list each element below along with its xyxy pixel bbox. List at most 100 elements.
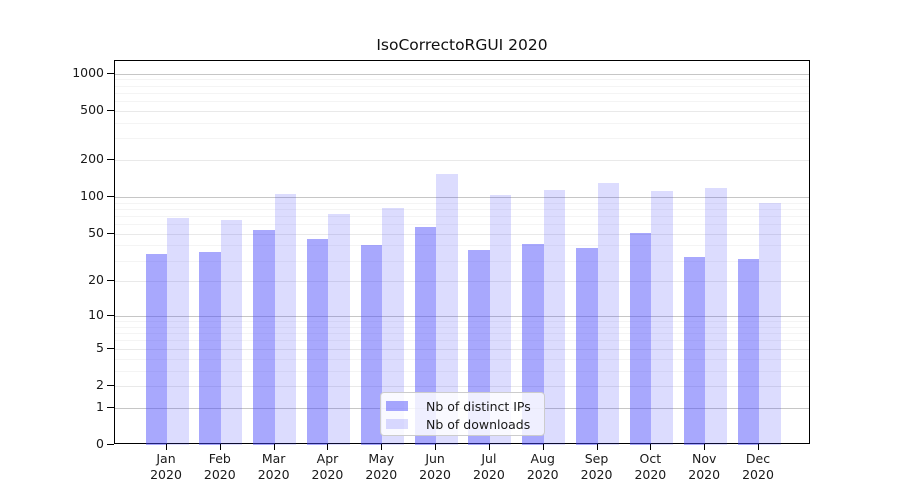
x-tick-nov [704,444,706,450]
x-tick-label-oct: Oct 2020 [634,451,667,482]
y-tick-label-10: 10 [88,307,104,323]
bar-sep-distinct-ips [576,248,598,445]
bar-aug-downloads [543,189,566,445]
y-tick-label-1000: 1000 [72,64,104,80]
bar-dec-distinct-ips [737,258,759,445]
gridline-90 [115,202,809,204]
bar-apr-downloads [328,213,350,445]
y-tick-label-50: 50 [88,224,104,240]
gridline-900 [115,79,809,81]
gridline-10 [115,316,809,318]
gridline-1000 [115,73,809,75]
bar-feb-downloads [220,219,243,445]
x-tick-jan [166,444,167,450]
gridline-600 [115,101,809,103]
legend-label-downloads: Nb of downloads [426,416,531,432]
x-tick-mar [273,444,275,450]
bar-oct-downloads [651,190,673,445]
bar-may-distinct-ips [360,245,383,445]
y-tick-100 [107,196,114,198]
bar-oct-distinct-ips [629,232,652,445]
bar-jan-distinct-ips [145,253,167,445]
x-tick-label-mar: Mar 2020 [257,451,290,482]
y-tick-0 [107,444,114,445]
gridline-3 [115,370,809,372]
x-tick-label-aug: Aug 2020 [526,451,559,482]
gridline-30 [115,260,809,262]
gridline-800 [115,85,809,87]
x-tick-label-feb: Feb 2020 [203,451,236,482]
gridline-60 [115,224,809,226]
y-tick-20 [107,280,114,282]
gridline-400 [115,122,809,124]
chart-title: IsoCorrectoRGUI 2020 [376,36,548,54]
y-tick-label-0: 0 [96,436,104,451]
x-tick-feb [219,444,221,450]
x-tick-label-jul: Jul 2020 [473,451,505,482]
bar-may-downloads [382,207,404,445]
bar-jun-distinct-ips [414,226,437,445]
y-tick-label-20: 20 [88,272,104,288]
y-tick-10 [107,315,114,317]
y-tick-label-5: 5 [96,339,104,355]
bar-apr-distinct-ips [306,239,329,445]
gridline-70 [115,215,809,217]
x-tick-oct [650,444,652,450]
bar-jul-downloads [489,194,512,445]
gridline-500 [115,111,809,112]
bar-jun-downloads [436,173,458,445]
gridline-80 [115,208,809,210]
bar-mar-downloads [274,193,297,445]
bar-dec-downloads [759,202,781,445]
x-tick-jul [488,444,490,450]
bar-feb-distinct-ips [199,252,221,445]
y-tick-label-500: 500 [80,102,104,117]
y-tick-2 [107,384,114,386]
x-tick-dec [758,444,759,450]
x-tick-label-jan: Jan 2020 [150,451,182,482]
gridline-300 [115,138,809,140]
y-tick-label-100: 100 [80,188,104,204]
legend-item-downloads: Nb of downloads [386,415,544,433]
x-tick-apr [327,444,329,450]
gridline-200 [115,160,809,162]
plot-area [114,60,810,445]
legend: Nb of distinct IPs Nb of downloads [380,392,545,436]
legend-item-distinct-ips: Nb of distinct IPs [386,397,544,415]
y-tick-200 [107,159,114,161]
x-tick-may [381,444,383,450]
x-tick-label-sep: Sep 2020 [580,451,613,482]
y-tick-5 [107,347,114,349]
gridline-8 [115,326,809,328]
bar-mar-distinct-ips [253,229,275,445]
gridline-9 [115,321,809,323]
y-tick-1 [107,406,114,408]
legend-swatch-downloads [386,418,408,430]
gridline-6 [115,340,809,342]
x-tick-label-apr: Apr 2020 [311,451,344,482]
y-tick-50 [107,232,114,234]
y-tick-label-2: 2 [96,376,104,392]
bar-jan-downloads [167,218,189,445]
gridline-4 [115,358,809,360]
bar-sep-downloads [597,183,620,445]
gridline-100 [115,197,809,199]
x-tick-sep [596,444,598,450]
bar-nov-distinct-ips [683,257,706,445]
gridline-50 [115,233,809,235]
x-tick-aug [542,444,544,450]
x-tick-label-nov: Nov 2020 [688,451,721,482]
gridline-40 [115,245,809,247]
y-tick-500 [107,110,114,111]
legend-label-distinct-ips: Nb of distinct IPs [426,398,531,414]
gridline-700 [115,92,809,94]
gridline-2 [115,385,809,387]
x-tick-jun [435,444,437,450]
gridline-7 [115,333,809,335]
gridline-5 [115,348,809,350]
y-tick-label-200: 200 [80,151,104,167]
y-tick-label-1: 1 [96,398,104,414]
x-tick-label-jun: Jun 2020 [419,451,451,482]
legend-swatch-distinct-ips [386,400,408,412]
